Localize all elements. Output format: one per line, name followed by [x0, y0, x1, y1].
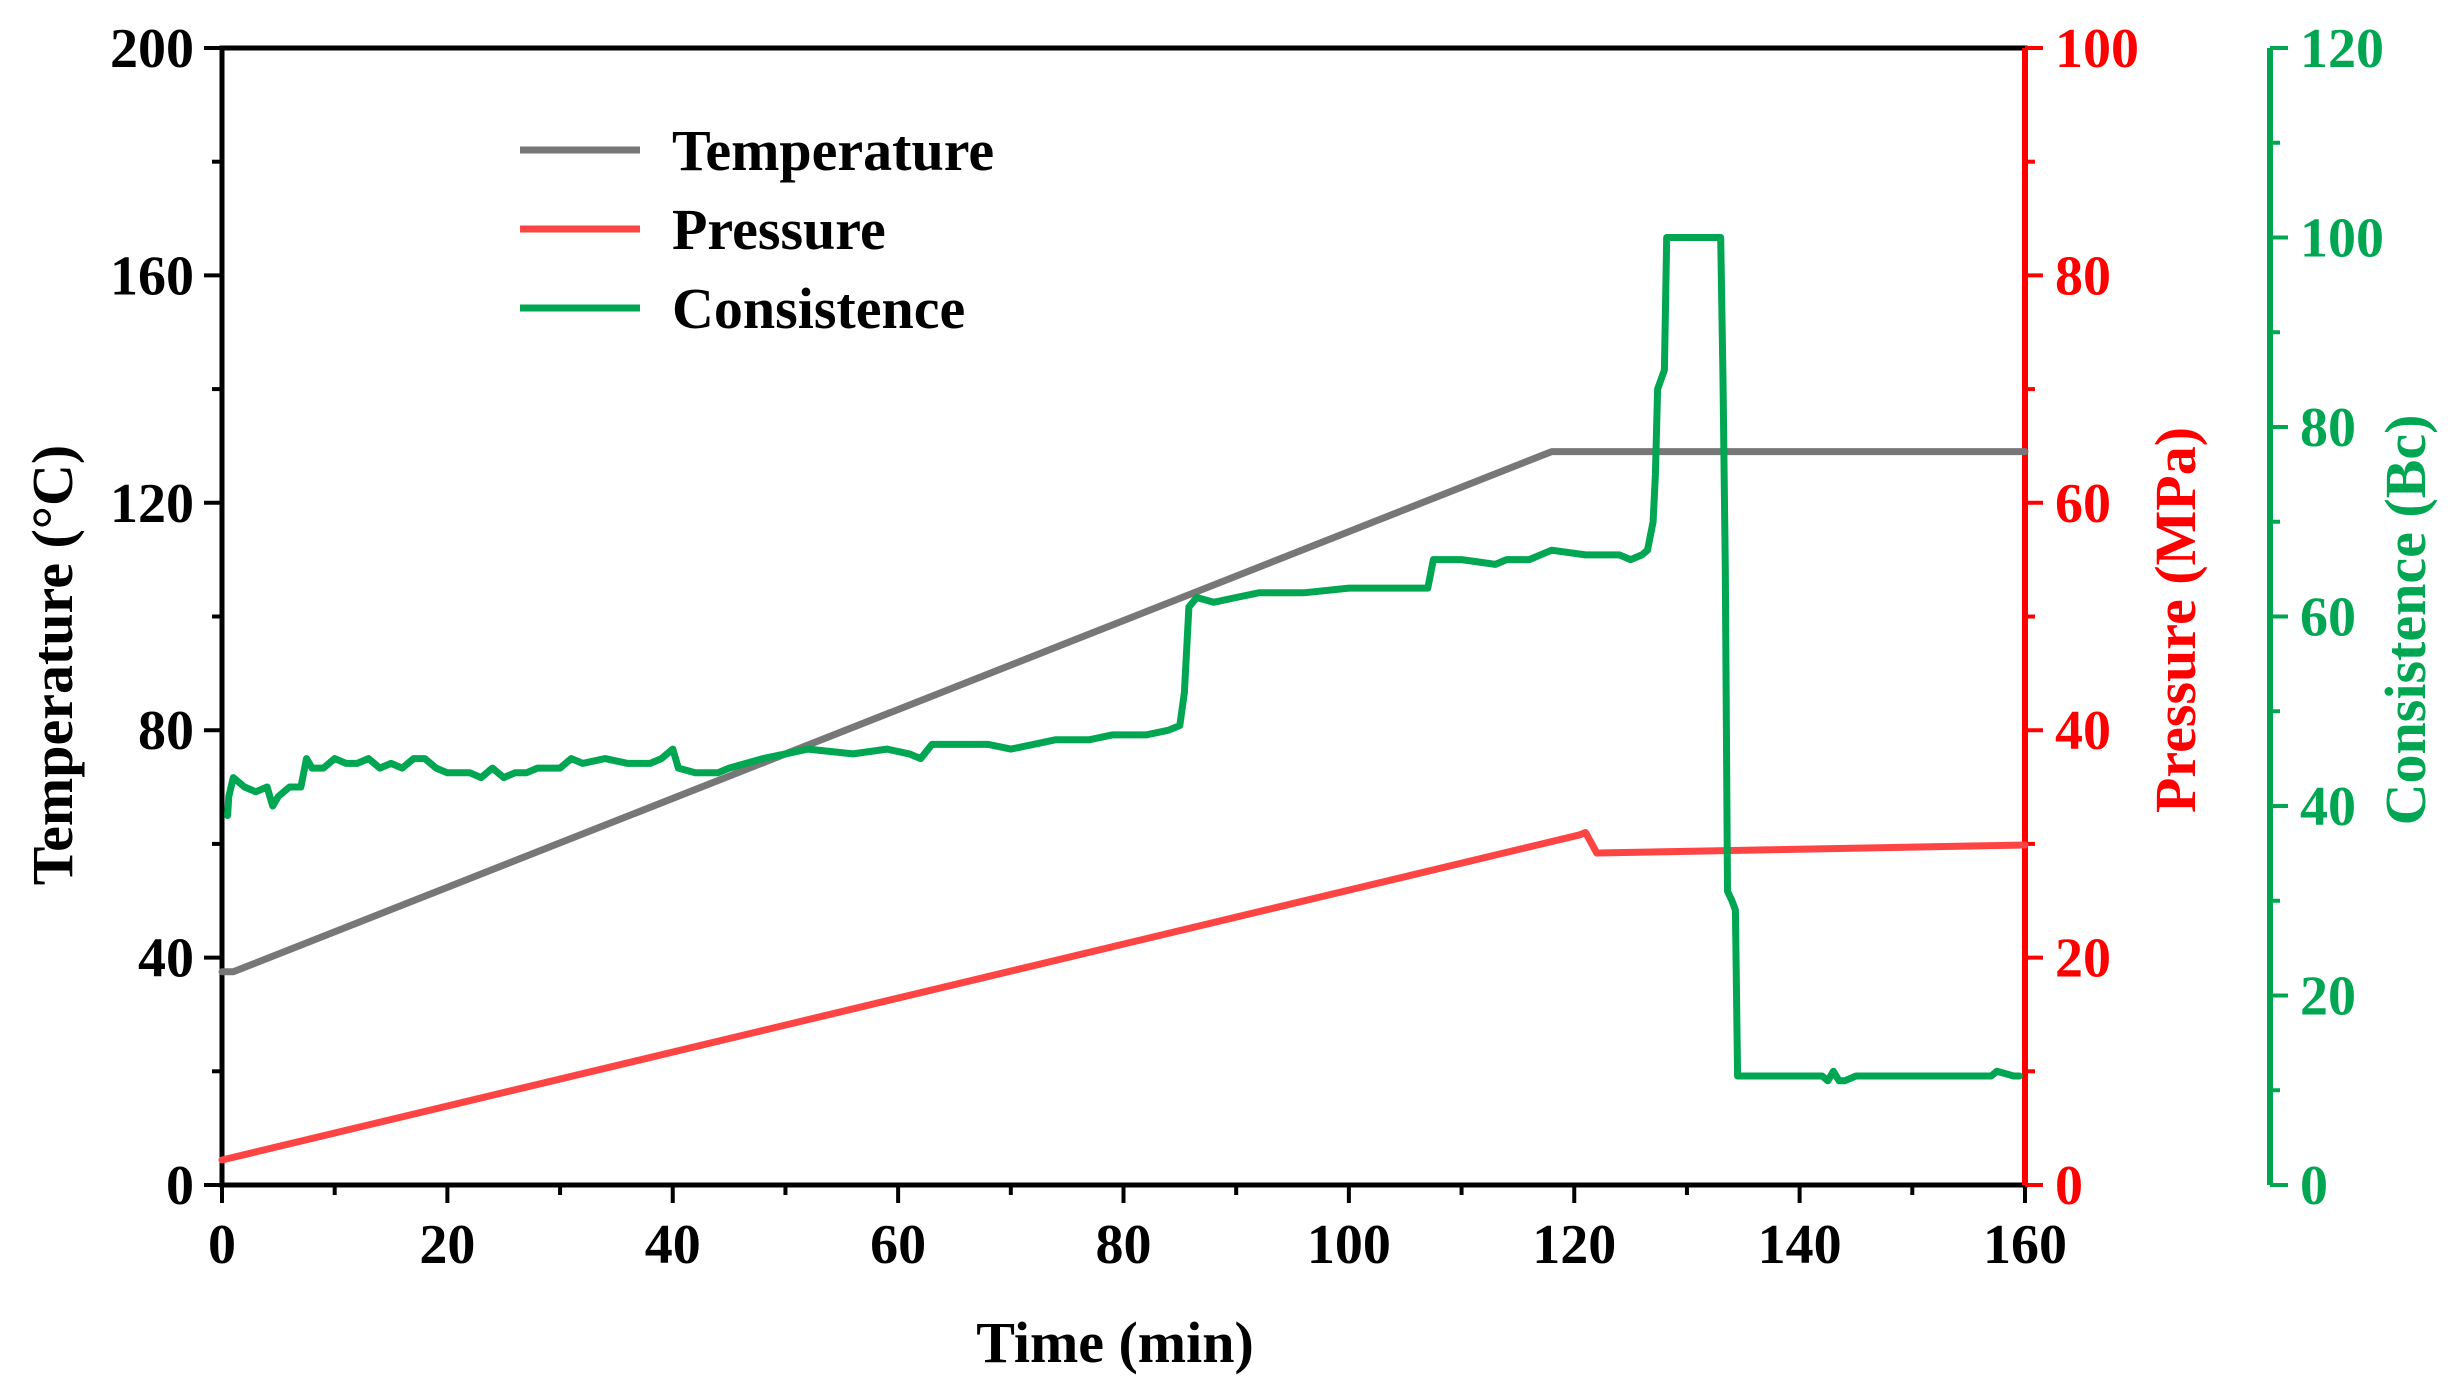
consistence-tick-label: 120 [2300, 18, 2384, 80]
left-axis-title: Temperature (°C) [20, 445, 85, 885]
x-tick-label: 140 [1758, 1214, 1842, 1276]
x-tick-label: 60 [870, 1214, 926, 1276]
x-tick-label: 120 [1532, 1214, 1616, 1276]
chart-axis-titles: Time (min) Temperature (°C) Pressure (MP… [20, 415, 2438, 1375]
pressure-tick-label: 60 [2055, 473, 2111, 535]
legend-label-pressure: Pressure [672, 197, 886, 262]
consistence-tick-label: 40 [2300, 776, 2356, 838]
pressure-tick-label: 0 [2055, 1155, 2083, 1217]
plot-frame [219, 45, 2028, 1188]
left-tick-label: 160 [110, 245, 194, 307]
pressure-tick-label: 40 [2055, 700, 2111, 762]
left-tick-label: 0 [166, 1155, 194, 1217]
x-tick-label: 0 [208, 1214, 236, 1276]
left-tick-label: 120 [110, 473, 194, 535]
consistence-tick-label: 60 [2300, 587, 2356, 649]
left-tick-label: 80 [138, 700, 194, 762]
series-line-temperature [218, 448, 2029, 976]
x-tick-label: 80 [1096, 1214, 1152, 1276]
series-line-pressure [218, 829, 2029, 1164]
legend-label-temperature: Temperature [672, 118, 994, 183]
consistence-tick-label: 0 [2300, 1155, 2328, 1217]
legend-label-consistence: Consistence [672, 276, 965, 341]
pressure-axis-title: Pressure (MPa) [2143, 427, 2208, 813]
pressure-tick-label: 100 [2055, 18, 2139, 80]
x-tick-label: 40 [645, 1214, 701, 1276]
x-tick-label: 100 [1307, 1214, 1391, 1276]
pressure-tick-label: 80 [2055, 245, 2111, 307]
chart-legend: Temperature Pressure Consistence [520, 118, 994, 341]
x-tick-label: 160 [1983, 1214, 2067, 1276]
consistence-tick-label: 80 [2300, 397, 2356, 459]
chart-series [218, 234, 2029, 1164]
chart-axes: 0 20 40 60 80 100 120 140 1600408012016020002040… [110, 18, 2384, 1276]
left-tick-label: 200 [110, 18, 194, 80]
series-line-consistence [224, 234, 2023, 1085]
pressure-tick-label: 20 [2055, 928, 2111, 990]
left-tick-label: 40 [138, 928, 194, 990]
consistence-tick-label: 100 [2300, 208, 2384, 270]
x-tick-label: 20 [419, 1214, 475, 1276]
consistence-tick-label: 20 [2300, 966, 2356, 1028]
consistence-axis-title: Consistence (Bc) [2373, 415, 2438, 826]
x-axis-title: Time (min) [976, 1310, 1254, 1375]
